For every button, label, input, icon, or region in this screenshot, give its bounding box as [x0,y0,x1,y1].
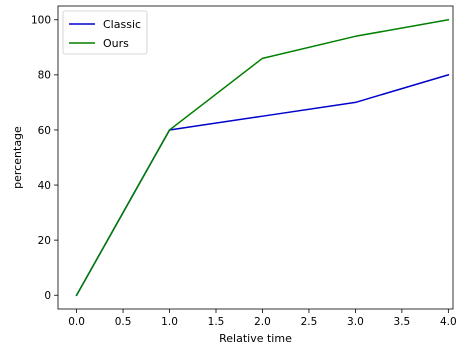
x-tick-label: 0.0 [68,316,85,328]
y-axis-label: percentage [11,126,24,189]
x-tick-label: 1.0 [161,316,178,328]
x-axis: 0.0 0.5 1.0 1.5 2.0 2.5 3.0 3.5 4.0 [68,309,457,328]
series-layer [75,18,450,297]
x-tick-label: 2.0 [254,316,271,328]
plot-frame [57,5,454,310]
legend-label: Ours [103,37,129,50]
x-tick-label: 0.5 [115,316,132,328]
y-axis: 0 20 40 60 80 100 [31,15,58,302]
y-tick-label: 0 [44,290,51,302]
y-tick-label: 20 [38,235,51,247]
x-tick-label: 1.5 [208,316,225,328]
x-tick-label: 3.5 [394,316,411,328]
y-tick-label: 40 [38,180,51,192]
legend: Classic Ours [62,10,148,55]
x-tick-label: 3.0 [347,316,364,328]
y-tick-label: 60 [38,125,51,137]
y-tick-label: 100 [31,15,51,27]
x-axis-label: Relative time [219,332,292,345]
series-line-ours [75,18,450,297]
legend-label: Classic [103,18,141,31]
x-tick-label: 4.0 [440,316,457,328]
y-tick-label: 80 [38,70,51,82]
x-tick-label: 2.5 [301,316,318,328]
